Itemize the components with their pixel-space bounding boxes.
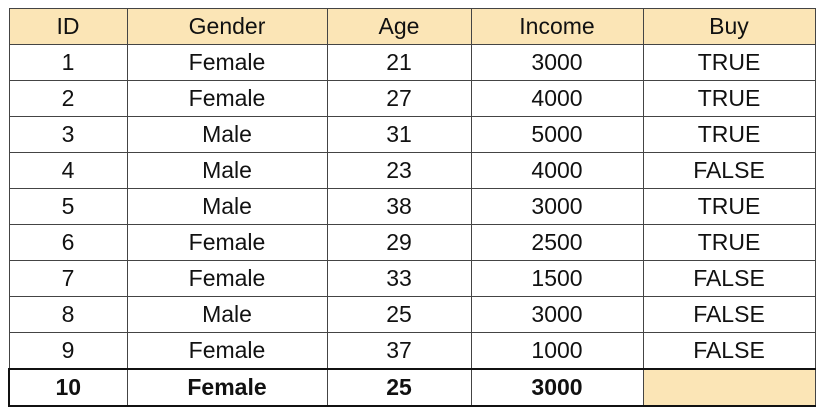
cell-age: 38 (326, 188, 472, 225)
cell-gender: Male (126, 116, 328, 153)
cell-age: 21 (326, 44, 472, 81)
cell-income: 5000 (470, 116, 644, 153)
cell-income: 2500 (470, 224, 644, 261)
cell-buy: FALSE (642, 332, 816, 370)
table-row: 1 Female 21 3000 TRUE (8, 44, 816, 81)
query-row: 10 Female 25 3000 (8, 368, 816, 407)
cell-id: 2 (8, 80, 128, 117)
cell-age: 29 (326, 224, 472, 261)
table-row: 8 Male 25 3000 FALSE (8, 296, 816, 333)
cell-gender: Female (126, 224, 328, 261)
cell-gender: Male (126, 296, 328, 333)
cell-age: 31 (326, 116, 472, 153)
cell-gender: Female (126, 80, 328, 117)
table-row: 4 Male 23 4000 FALSE (8, 152, 816, 189)
table-row: 9 Female 37 1000 FALSE (8, 332, 816, 370)
table-row: 3 Male 31 5000 TRUE (8, 116, 816, 153)
cell-gender: Male (126, 188, 328, 225)
cell-income: 4000 (470, 80, 644, 117)
table-row: 7 Female 33 1500 FALSE (8, 260, 816, 297)
cell-gender: Male (126, 152, 328, 189)
cell-gender: Female (126, 260, 328, 297)
table-row: 5 Male 38 3000 TRUE (8, 188, 816, 225)
cell-gender: Female (126, 44, 328, 81)
cell-age: 23 (326, 152, 472, 189)
cell-age: 25 (326, 296, 472, 333)
cell-id: 6 (8, 224, 128, 261)
cell-buy: TRUE (642, 188, 816, 225)
header-income: Income (470, 8, 644, 45)
cell-id: 8 (8, 296, 128, 333)
cell-buy: TRUE (642, 80, 816, 117)
cell-income: 1500 (470, 260, 644, 297)
cell-id: 3 (8, 116, 128, 153)
cell-gender: Female (126, 332, 328, 370)
cell-age: 33 (326, 260, 472, 297)
cell-id: 4 (8, 152, 128, 189)
cell-buy: TRUE (642, 224, 816, 261)
table-container: ID Gender Age Income Buy 1 Female 21 300… (8, 8, 816, 407)
cell-id: 5 (8, 188, 128, 225)
cell-buy: TRUE (642, 44, 816, 81)
header-row: ID Gender Age Income Buy (8, 8, 816, 45)
query-cell-buy-empty (642, 368, 816, 407)
query-cell-id: 10 (8, 368, 128, 407)
query-cell-age: 25 (326, 368, 472, 407)
header-id: ID (8, 8, 128, 45)
cell-id: 1 (8, 44, 128, 81)
header-age: Age (326, 8, 472, 45)
cell-id: 7 (8, 260, 128, 297)
cell-buy: FALSE (642, 296, 816, 333)
query-cell-income: 3000 (470, 368, 644, 407)
data-table: ID Gender Age Income Buy 1 Female 21 300… (8, 8, 816, 407)
table-row: 6 Female 29 2500 TRUE (8, 224, 816, 261)
cell-buy: FALSE (642, 152, 816, 189)
cell-income: 4000 (470, 152, 644, 189)
query-cell-gender: Female (126, 368, 328, 407)
cell-income: 1000 (470, 332, 644, 370)
cell-buy: FALSE (642, 260, 816, 297)
cell-income: 3000 (470, 296, 644, 333)
header-buy: Buy (642, 8, 816, 45)
cell-id: 9 (8, 332, 128, 370)
cell-age: 27 (326, 80, 472, 117)
table-row: 2 Female 27 4000 TRUE (8, 80, 816, 117)
cell-age: 37 (326, 332, 472, 370)
cell-income: 3000 (470, 188, 644, 225)
header-gender: Gender (126, 8, 328, 45)
cell-income: 3000 (470, 44, 644, 81)
cell-buy: TRUE (642, 116, 816, 153)
